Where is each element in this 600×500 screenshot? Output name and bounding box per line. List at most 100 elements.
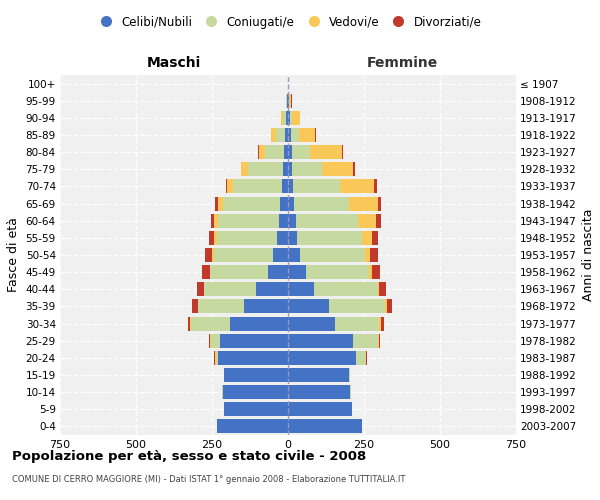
Y-axis label: Fasce di età: Fasce di età bbox=[7, 218, 20, 292]
Bar bbox=[218, 196, 223, 210]
Bar bbox=[211, 214, 214, 228]
Bar bbox=[241, 162, 248, 176]
Bar bbox=[310, 145, 342, 159]
Bar bbox=[288, 162, 292, 176]
Bar bbox=[280, 196, 288, 210]
Bar bbox=[288, 145, 292, 159]
Bar bbox=[292, 162, 322, 176]
Bar bbox=[377, 334, 379, 347]
Bar bbox=[233, 180, 282, 194]
Bar bbox=[366, 351, 367, 365]
Bar bbox=[288, 94, 289, 108]
Bar bbox=[362, 231, 371, 245]
Bar bbox=[285, 128, 288, 142]
Bar bbox=[314, 282, 377, 296]
Bar bbox=[288, 368, 349, 382]
Bar bbox=[205, 248, 212, 262]
Bar bbox=[353, 162, 355, 176]
Bar bbox=[288, 282, 314, 296]
Bar bbox=[353, 334, 377, 347]
Bar bbox=[220, 334, 288, 347]
Bar bbox=[218, 351, 288, 365]
Bar bbox=[277, 231, 288, 245]
Bar bbox=[209, 334, 210, 347]
Bar bbox=[287, 94, 288, 108]
Text: Maschi: Maschi bbox=[147, 56, 201, 70]
Bar bbox=[288, 128, 291, 142]
Bar bbox=[212, 248, 214, 262]
Bar bbox=[297, 231, 362, 245]
Bar bbox=[342, 145, 343, 159]
Bar bbox=[214, 231, 217, 245]
Bar bbox=[288, 265, 305, 279]
Bar bbox=[349, 368, 350, 382]
Bar bbox=[288, 351, 356, 365]
Bar bbox=[349, 196, 377, 210]
Bar bbox=[230, 316, 288, 330]
Bar bbox=[218, 214, 279, 228]
Bar bbox=[288, 180, 293, 194]
Bar bbox=[379, 316, 381, 330]
Bar bbox=[223, 196, 280, 210]
Bar bbox=[294, 196, 349, 210]
Bar bbox=[204, 282, 205, 296]
Bar bbox=[288, 334, 353, 347]
Bar bbox=[282, 180, 288, 194]
Bar bbox=[288, 231, 297, 245]
Bar bbox=[223, 385, 288, 399]
Bar bbox=[288, 316, 335, 330]
Bar bbox=[335, 316, 379, 330]
Bar bbox=[350, 385, 351, 399]
Bar bbox=[199, 300, 244, 314]
Bar bbox=[197, 282, 204, 296]
Bar bbox=[291, 128, 299, 142]
Bar bbox=[296, 214, 358, 228]
Bar bbox=[214, 214, 218, 228]
Bar bbox=[365, 248, 370, 262]
Bar bbox=[214, 248, 273, 262]
Bar bbox=[279, 214, 288, 228]
Text: COMUNE DI CERRO MAGGIORE (MI) - Dati ISTAT 1° gennaio 2008 - Elaborazione TUTTIT: COMUNE DI CERRO MAGGIORE (MI) - Dati IST… bbox=[12, 475, 406, 484]
Bar bbox=[256, 282, 288, 296]
Bar bbox=[286, 111, 288, 125]
Text: Popolazione per età, sesso e stato civile - 2008: Popolazione per età, sesso e stato civil… bbox=[12, 450, 366, 463]
Bar bbox=[288, 385, 350, 399]
Bar bbox=[370, 248, 378, 262]
Bar bbox=[288, 214, 296, 228]
Bar bbox=[340, 180, 374, 194]
Bar bbox=[377, 282, 379, 296]
Bar bbox=[356, 351, 365, 365]
Bar bbox=[299, 111, 300, 125]
Bar bbox=[371, 231, 377, 245]
Bar bbox=[381, 316, 384, 330]
Bar bbox=[292, 111, 299, 125]
Bar bbox=[290, 111, 292, 125]
Bar bbox=[288, 248, 299, 262]
Bar bbox=[374, 180, 377, 194]
Bar bbox=[190, 316, 191, 330]
Bar bbox=[385, 300, 387, 314]
Bar bbox=[273, 248, 288, 262]
Bar bbox=[305, 265, 370, 279]
Bar bbox=[379, 334, 380, 347]
Bar bbox=[248, 162, 283, 176]
Bar bbox=[299, 128, 316, 142]
Bar bbox=[379, 282, 386, 296]
Bar bbox=[288, 300, 329, 314]
Bar bbox=[224, 402, 288, 416]
Bar bbox=[365, 351, 366, 365]
Bar bbox=[286, 94, 287, 108]
Bar bbox=[268, 265, 288, 279]
Bar bbox=[211, 334, 220, 347]
Bar bbox=[281, 111, 283, 125]
Bar bbox=[217, 420, 288, 434]
Bar bbox=[289, 94, 290, 108]
Bar bbox=[288, 420, 362, 434]
Bar bbox=[372, 265, 380, 279]
Bar bbox=[288, 111, 290, 125]
Bar bbox=[284, 145, 288, 159]
Bar bbox=[215, 196, 218, 210]
Bar bbox=[370, 265, 372, 279]
Legend: Celibi/Nubili, Coniugati/e, Vedovi/e, Divorziati/e: Celibi/Nubili, Coniugati/e, Vedovi/e, Di… bbox=[89, 11, 487, 34]
Bar bbox=[387, 300, 392, 314]
